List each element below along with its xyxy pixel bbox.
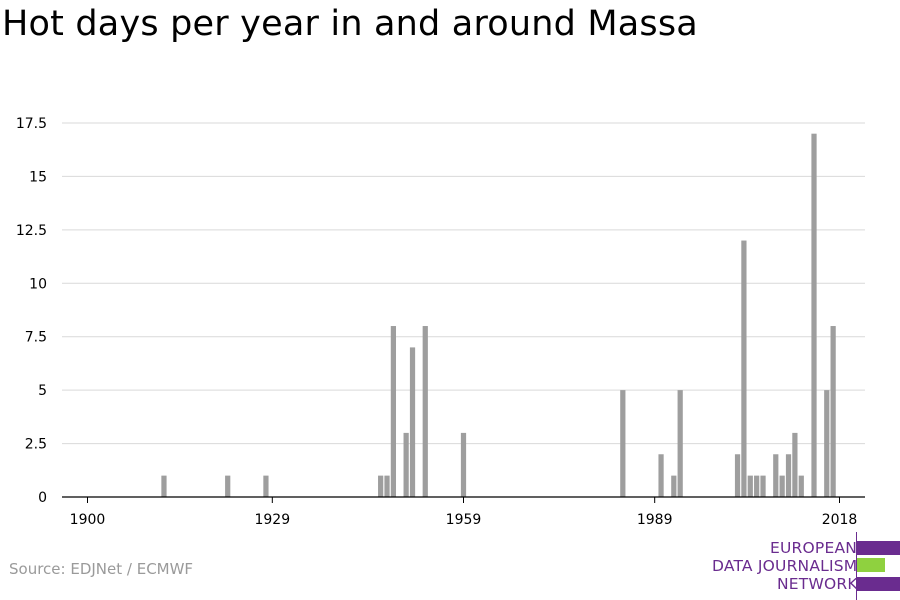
axes [62, 496, 865, 503]
y-tick-label: 0 [38, 490, 47, 506]
x-tick-label: 1959 [446, 512, 482, 528]
bar [225, 475, 231, 497]
bar [773, 454, 779, 497]
bar [384, 475, 390, 497]
bar [754, 475, 760, 497]
bar [785, 454, 792, 497]
gridlines [62, 122, 865, 445]
y-tick-label: 17.5 [16, 116, 47, 132]
bar [409, 347, 416, 497]
bar [741, 240, 747, 498]
logo-bar-purple-top [857, 541, 900, 555]
bar [779, 475, 785, 497]
x-tick-label: 1900 [70, 512, 106, 528]
y-tick-label: 15 [29, 169, 47, 185]
source-note: Source: EDJNet / ECMWF [9, 560, 194, 578]
bar [620, 390, 626, 497]
bar [747, 475, 753, 497]
logo-line-1: EUROPEAN [770, 539, 858, 557]
bar [671, 475, 677, 497]
bar [161, 475, 167, 497]
bar [811, 133, 817, 497]
logo-divider [856, 532, 857, 600]
bar-chart: 0 2.5 5 7.5 10 12.5 15 17.5 1900 1929 1959 1989 201… [16, 116, 865, 528]
y-tick-label: 10 [29, 276, 47, 292]
y-tick-labels: 0 2.5 5 7.5 10 12.5 15 17.5 [16, 116, 47, 506]
logo-bar-green [857, 558, 885, 572]
bar [734, 454, 741, 497]
bar [460, 432, 467, 497]
x-tick-label: 2018 [822, 512, 858, 528]
bar [824, 390, 830, 497]
chart-title: Hot days per year in and around Massa [2, 4, 698, 44]
bar [658, 454, 664, 497]
y-tick-label: 12.5 [16, 223, 47, 239]
x-tick-label: 1989 [637, 512, 673, 528]
x-tick-labels: 1900 1929 1959 1989 2018 [70, 512, 858, 528]
bar [792, 432, 798, 497]
bar [378, 475, 384, 497]
y-tick-label: 2.5 [25, 437, 47, 453]
bar [390, 326, 397, 497]
bar [760, 475, 766, 497]
bar [403, 432, 409, 497]
bar [263, 475, 269, 497]
bar [677, 390, 683, 497]
bar [830, 326, 836, 497]
y-tick-label: 7.5 [25, 330, 47, 346]
logo-line-3: NETWORK [777, 575, 858, 593]
bar [422, 326, 428, 497]
logo-bar-purple-bottom [857, 577, 900, 591]
y-tick-label: 5 [38, 383, 47, 399]
bar [798, 475, 804, 497]
x-tick-label: 1929 [254, 512, 290, 528]
bars [161, 133, 836, 498]
logo-line-2: DATA JOURNALISM [712, 557, 858, 575]
